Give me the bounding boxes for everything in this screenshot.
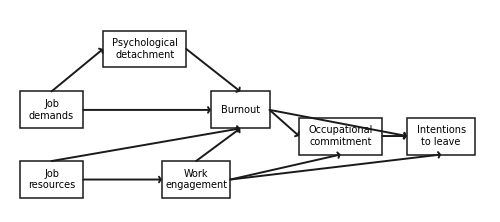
FancyBboxPatch shape [407, 117, 476, 155]
Text: Psychological
detachment: Psychological detachment [112, 38, 178, 60]
Text: Job
resources: Job resources [28, 169, 75, 190]
FancyBboxPatch shape [20, 161, 84, 198]
FancyBboxPatch shape [103, 30, 186, 67]
FancyBboxPatch shape [211, 91, 270, 128]
FancyBboxPatch shape [20, 91, 84, 128]
FancyBboxPatch shape [162, 161, 230, 198]
Text: Occupational
commitment: Occupational commitment [308, 125, 373, 147]
Text: Work
engagement: Work engagement [165, 169, 227, 190]
FancyBboxPatch shape [299, 117, 382, 155]
Text: Burnout: Burnout [220, 105, 260, 115]
Text: Intentions
to leave: Intentions to leave [416, 125, 466, 147]
Text: Job
demands: Job demands [29, 99, 74, 121]
